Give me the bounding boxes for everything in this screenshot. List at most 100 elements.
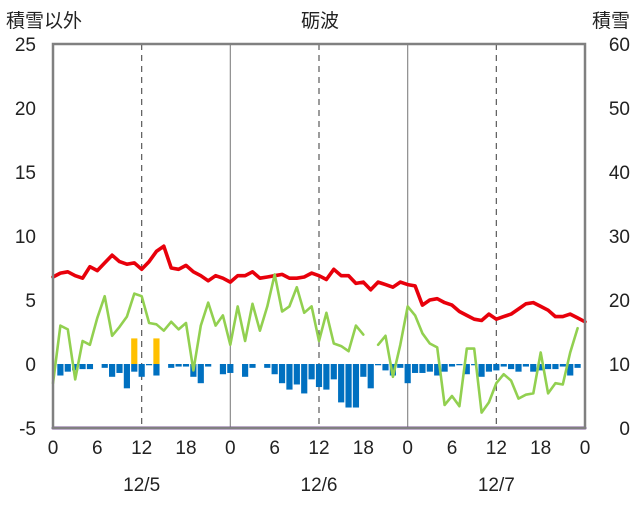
blue-bar <box>286 364 293 390</box>
x-tick-label: 0 <box>225 438 236 459</box>
blue-bar <box>168 364 175 368</box>
x-tick-label: 6 <box>269 438 280 459</box>
blue-bar <box>360 364 367 377</box>
blue-bar <box>426 364 433 372</box>
blue-bar <box>264 364 271 368</box>
blue-bar <box>315 364 323 388</box>
blue-bar <box>471 364 478 366</box>
blue-bar <box>205 364 212 367</box>
left-tick-label: 20 <box>15 99 36 120</box>
date-labels: 12/5 12/6 12/7 <box>123 475 515 496</box>
right-tick-label: 10 <box>609 355 630 376</box>
x-tick-label: 0 <box>580 438 591 459</box>
plot-frame <box>51 42 587 430</box>
blue-bar <box>278 364 286 384</box>
right-tick-label: 60 <box>609 35 630 56</box>
blue-bar <box>64 364 71 372</box>
x-tick-label: 18 <box>175 438 196 459</box>
blue-bar <box>522 364 529 367</box>
blue-bar <box>145 364 153 366</box>
blue-bar <box>530 364 537 372</box>
blue-bar <box>397 364 404 368</box>
x-tick-label: 6 <box>447 438 458 459</box>
blue-bar <box>537 364 544 371</box>
right-tick-label: 30 <box>609 227 630 248</box>
blue-bar <box>86 364 94 370</box>
left-axis-title: 積雪以外 <box>6 10 82 32</box>
green-series-line <box>51 273 579 414</box>
blue-bar <box>175 364 182 367</box>
orange-bar <box>131 338 138 364</box>
blue-bar <box>559 364 566 367</box>
blue-bar <box>323 364 330 390</box>
blue-bar <box>404 364 411 384</box>
blue-bar <box>434 364 441 376</box>
blue-bar <box>544 364 552 370</box>
blue-bar <box>419 364 426 373</box>
blue-bar <box>485 364 493 372</box>
blue-bar <box>367 364 374 389</box>
x-tick-label: 18 <box>353 438 374 459</box>
blue-bar <box>131 364 138 372</box>
date-label: 12/5 <box>123 475 160 496</box>
date-label: 12/7 <box>478 475 515 496</box>
x-tick-label: 0 <box>48 438 59 459</box>
blue-bar <box>338 364 345 403</box>
blue-bar <box>508 364 515 370</box>
blue-bar <box>330 364 337 380</box>
blue-bar <box>138 364 145 377</box>
blue-bar <box>441 364 448 372</box>
left-tick-label: 25 <box>15 35 36 56</box>
blue-bar <box>456 364 463 366</box>
blue-bar <box>227 364 234 373</box>
x-tick-label: 12 <box>486 438 507 459</box>
right-axis-ticks: 60 50 40 30 20 10 0 <box>609 35 630 440</box>
x-axis-ticks: 0 6 12 18 0 6 12 18 0 6 12 18 0 <box>48 438 591 459</box>
red-series-line <box>51 244 587 324</box>
left-tick-label: 10 <box>15 227 36 248</box>
left-axis-ticks: 25 20 15 10 5 0 -5 <box>15 35 36 440</box>
x-tick-label: 0 <box>402 438 413 459</box>
x-tick-label: 12 <box>131 438 152 459</box>
left-tick-label: 5 <box>25 291 36 312</box>
blue-bar <box>197 364 204 384</box>
blue-bar <box>352 364 360 408</box>
blue-bar <box>301 364 308 394</box>
blue-bar <box>552 364 559 370</box>
blue-bar <box>271 364 278 375</box>
right-tick-label: 20 <box>609 291 630 312</box>
date-label: 12/6 <box>301 475 338 496</box>
blue-bar <box>153 364 160 376</box>
chart-title: 砺波 <box>301 10 339 32</box>
orange-bar <box>153 338 160 364</box>
left-tick-label: -5 <box>19 419 36 440</box>
blue-bar <box>182 364 190 367</box>
left-tick-label: 15 <box>15 163 36 184</box>
x-tick-label: 18 <box>530 438 551 459</box>
blue-bar <box>242 364 249 377</box>
blue-bar <box>57 364 64 376</box>
blue-bar <box>382 364 389 371</box>
blue-bar <box>72 364 79 371</box>
right-axis-title: 積雪 <box>592 10 630 32</box>
x-tick-label: 12 <box>308 438 329 459</box>
blue-bar <box>101 364 108 368</box>
blue-bar <box>411 364 419 373</box>
blue-bar <box>219 364 227 375</box>
right-tick-label: 50 <box>609 99 630 120</box>
blue-bar <box>249 364 256 368</box>
blue-bar <box>515 364 522 372</box>
blue-bar <box>345 364 352 408</box>
blue-bar <box>109 364 116 377</box>
right-tick-label: 0 <box>619 419 630 440</box>
blue-bar <box>574 364 581 368</box>
blue-bar <box>500 364 507 367</box>
blue-bar <box>448 364 456 367</box>
blue-bar <box>79 364 86 370</box>
blue-bar <box>478 364 485 377</box>
blue-bar <box>375 364 382 366</box>
right-tick-label: 40 <box>609 163 630 184</box>
x-tick-label: 6 <box>92 438 103 459</box>
blue-bar <box>463 364 470 375</box>
